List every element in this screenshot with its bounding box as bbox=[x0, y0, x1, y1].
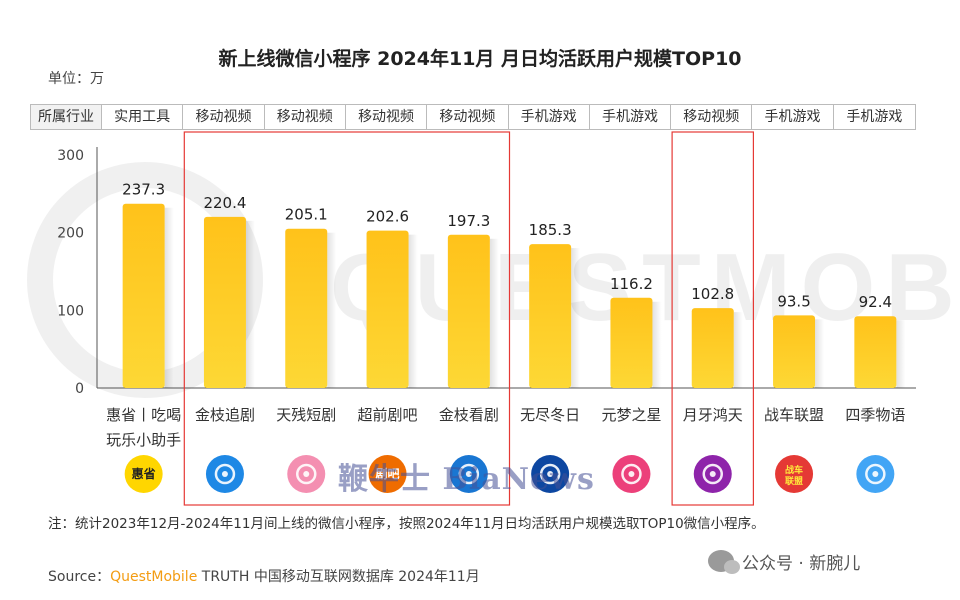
svg-text:联盟: 联盟 bbox=[785, 475, 803, 487]
category-label: 月牙鸿天 bbox=[683, 406, 743, 424]
siji-wuyu-icon bbox=[856, 455, 895, 493]
bar bbox=[854, 316, 897, 388]
bar bbox=[529, 244, 572, 388]
unit-label: 单位：万 bbox=[48, 71, 104, 87]
bar-value-label: 185.3 bbox=[529, 221, 572, 239]
wechat-icon bbox=[708, 550, 740, 574]
tiancan-duanju-icon bbox=[287, 455, 326, 493]
bar-shadow bbox=[896, 320, 906, 388]
bar-value-label: 197.3 bbox=[447, 212, 490, 230]
industry-cell: 移动视频 bbox=[265, 105, 346, 129]
jinzhi-kanju-icon bbox=[449, 455, 488, 493]
category-label: 超前剧吧 bbox=[358, 406, 418, 424]
industry-cell: 移动视频 bbox=[183, 105, 265, 129]
highlight-box bbox=[183, 131, 511, 506]
category-label: 天残短剧 bbox=[276, 406, 336, 424]
highlight-box bbox=[671, 131, 754, 506]
chart-title: 新上线微信小程序 2024年11月 月日均活跃用户规模TOP10 bbox=[218, 48, 742, 70]
bar-shadow bbox=[489, 238, 499, 388]
bar bbox=[691, 308, 734, 388]
industry-header: 所属行业 bbox=[31, 105, 103, 129]
chaoqian-juba-icon: 剧吧 bbox=[368, 455, 407, 493]
industry-cell: 移动视频 bbox=[671, 105, 753, 129]
bar bbox=[773, 315, 816, 388]
bar-value-label: 205.1 bbox=[285, 206, 328, 224]
yueya-hongtian-icon bbox=[693, 455, 732, 493]
bar bbox=[203, 216, 246, 388]
bar bbox=[366, 230, 409, 388]
svg-text:剧吧: 剧吧 bbox=[376, 466, 400, 481]
bianews-watermark: 鞭牛士 BiaNews bbox=[338, 462, 595, 497]
bar-shadow bbox=[245, 220, 255, 388]
yuanmeng-zhixing-icon bbox=[612, 455, 651, 493]
bar-shadow bbox=[652, 301, 662, 388]
y-tick-label: 200 bbox=[57, 226, 84, 242]
industry-cell: 手机游戏 bbox=[752, 105, 834, 129]
bar-value-label: 116.2 bbox=[610, 275, 653, 293]
bar bbox=[610, 297, 653, 388]
industry-cell: 手机游戏 bbox=[846, 109, 903, 125]
category-label: 无尽冬日 bbox=[520, 406, 580, 424]
bar-shadow bbox=[733, 312, 743, 388]
industry-cell: 手机游戏 bbox=[509, 105, 590, 129]
industry-table: 所属行业 实用工具 移动视频 移动视频 移动视频 移动视频 手机游戏 手机游戏 移动视频 手机游… bbox=[30, 104, 916, 130]
y-tick-label: 0 bbox=[75, 381, 84, 397]
footnote: 注：统计2023年12月-2024年11月间上线的微信小程序，按照2024年11… bbox=[48, 516, 765, 532]
bar bbox=[285, 228, 328, 388]
industry-cell: 手机游戏 bbox=[590, 105, 672, 129]
category-label: 惠省丨吃喝 bbox=[106, 406, 181, 424]
category-label: 金枝看剧 bbox=[439, 406, 499, 424]
source-brand: QuestMobile bbox=[110, 569, 198, 585]
bar-value-label: 92.4 bbox=[859, 293, 892, 311]
jinzhi-zhuiju-icon bbox=[205, 455, 244, 493]
bar-shadow bbox=[815, 319, 825, 388]
wujin-dongri-icon bbox=[531, 455, 570, 493]
bar-value-label: 93.5 bbox=[777, 292, 810, 310]
bar-shadow bbox=[408, 234, 418, 388]
svg-text:惠省: 惠省 bbox=[132, 466, 156, 481]
bar-value-label: 237.3 bbox=[122, 181, 165, 199]
bar-value-label: 220.4 bbox=[203, 194, 246, 212]
category-label: 元梦之星 bbox=[601, 406, 661, 424]
category-label: 四季物语 bbox=[845, 406, 905, 424]
category-label: 金枝追剧 bbox=[195, 406, 255, 424]
category-label: 战车联盟 bbox=[764, 406, 824, 424]
bar-shadow bbox=[571, 248, 581, 388]
source-prefix: Source： bbox=[48, 569, 111, 585]
wechat-account-name: 公众号 · 新腕儿 bbox=[742, 553, 861, 574]
bar bbox=[122, 203, 165, 388]
wechat-account: 公众号 · 新腕儿 bbox=[708, 546, 860, 576]
source-rest: TRUTH 中国移动互联网数据库 2024年11月 bbox=[197, 569, 480, 585]
category-label: 玩乐小助手 bbox=[106, 431, 181, 449]
bar-shadow bbox=[327, 232, 337, 388]
bar-shadow bbox=[164, 207, 174, 388]
bar-value-label: 202.6 bbox=[366, 208, 409, 226]
industry-cell: 移动视频 bbox=[427, 105, 509, 129]
bar bbox=[447, 234, 490, 388]
source-line: Source：QuestMobile TRUTH 中国移动互联网数据库 2024… bbox=[48, 566, 480, 586]
huisheng-icon: 惠省 bbox=[124, 455, 163, 493]
bar-value-label: 102.8 bbox=[691, 285, 734, 303]
y-tick-label: 300 bbox=[57, 148, 84, 164]
y-tick-label: 100 bbox=[57, 303, 84, 319]
svg-text:战车: 战车 bbox=[785, 464, 803, 476]
industry-cells: 实用工具 移动视频 移动视频 移动视频 移动视频 手机游戏 手机游戏 移动视频 手机游戏 手机游戏 bbox=[102, 105, 915, 129]
zhanche-lianmeng-icon: 战车联盟 bbox=[775, 455, 814, 493]
industry-cell: 移动视频 bbox=[346, 105, 428, 129]
industry-cell: 实用工具 bbox=[102, 105, 184, 129]
